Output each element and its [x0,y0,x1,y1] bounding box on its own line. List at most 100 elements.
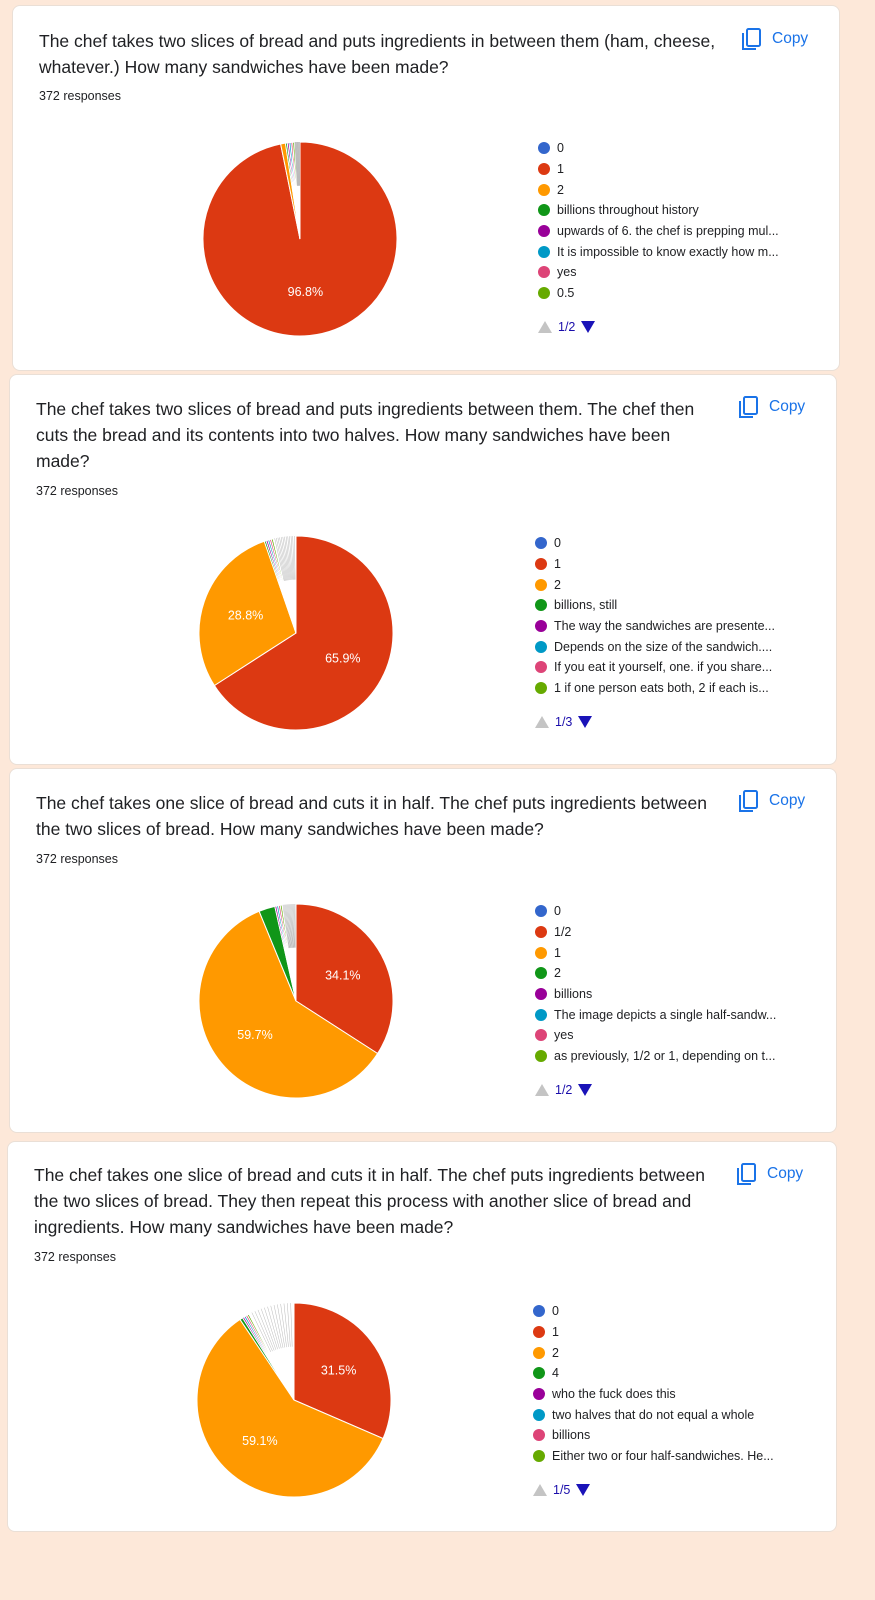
copy-button[interactable]: Copy [737,789,805,813]
legend-color-dot [535,537,547,550]
previous-page-icon [535,715,549,728]
pie-slice-hairline [270,1305,282,1349]
pie-value-label: 96.8% [288,285,323,299]
legend-label: 0 [554,536,561,551]
legend-color-dot [538,225,550,238]
pie-slice-hairline [282,904,290,949]
legend-label: 2 [554,966,561,981]
copy-icon [735,1162,757,1186]
legend-color-dot [533,1388,545,1401]
legend-label: who the fuck does this [552,1387,676,1402]
legend-pager: 1/2 [535,1083,776,1097]
legend-item: billions throughout history [538,200,779,221]
next-page-button[interactable] [576,1483,591,1496]
question-title: The chef takes two slices of bread and p… [36,399,695,471]
chart-legend: 0 1 2 billions throughout history upwards of… [538,138,779,334]
question-card-4: The chef takes one slice of bread and cu… [7,1141,837,1532]
pie-slice-hairline [292,536,295,580]
legend-item: 0 [538,138,779,159]
legend-color-dot [538,163,550,176]
legend-pager: 1/2 [538,320,779,334]
legend-item: billions, still [535,595,775,616]
legend-color-dot [535,682,547,695]
question-title: The chef takes one slice of bread and cu… [34,1165,705,1237]
pie-slice [293,1303,391,1440]
pie-slice-hairline [289,904,293,948]
previous-page-icon [535,1083,549,1096]
legend-item: 2 [533,1342,774,1363]
next-page-button[interactable] [581,320,596,333]
legend-label: yes [557,265,577,280]
pie-chart: 65.9% 28.8% [199,536,393,730]
chart-legend: 0 1 2 4 who the fuck does this two halves tha… [533,1301,774,1497]
legend-label: billions [554,987,593,1002]
pie-value-label: 34.1% [325,968,360,982]
pie-slice-other [272,536,297,634]
copy-icon [737,789,759,813]
legend-color-dot [535,926,547,939]
legend-color-dot [538,204,550,217]
pie-slice-hairline [251,1312,272,1353]
pie-slice-hairline [287,536,292,580]
pie-slice [213,536,393,730]
pie-slice-hairline [287,1303,291,1347]
question-card-3: The chef takes one slice of bread and cu… [9,768,837,1133]
pie-slice-hairline [254,1311,273,1352]
legend-color-dot [535,558,547,571]
question-title: The chef takes two slices of bread and p… [39,31,716,77]
legend-color-dot [538,183,550,196]
pie-slice-hairline [264,1307,278,1350]
legend-label: billions, still [554,598,618,613]
legend-item: 2 [535,574,775,595]
copy-label: Copy [767,1165,804,1182]
copy-button[interactable]: Copy [735,1162,803,1186]
legend-label: yes [554,1028,574,1043]
pie-slice-hairline [279,537,288,581]
legend-item: yes [538,262,779,283]
pie-slice-hairline [284,536,290,581]
legend-label: upwards of 6. the chef is prepping mul..… [557,224,779,239]
pie-slice-hairline [257,1309,275,1351]
pie-slice-hairline [285,904,291,948]
copy-button[interactable]: Copy [740,27,808,51]
legend-color-dot [538,142,550,155]
previous-page-icon [538,320,552,333]
legend-label: billions [552,1428,591,1443]
legend-label: 1 [554,945,561,960]
legend-color-dot [535,578,547,591]
legend-color-dot [533,1367,545,1380]
pie-slice-hairline [289,536,293,580]
legend-color-dot [533,1408,545,1421]
copy-label: Copy [772,30,809,47]
chart-legend: 0 1/2 1 2 billions The image depicts a single… [535,901,776,1097]
next-page-button[interactable] [578,715,593,728]
legend-item: 2 [538,179,779,200]
pie-slice-hairline [290,536,294,580]
legend-item: 1 [535,554,775,575]
copy-icon [737,395,759,419]
legend-item: billions [533,1425,774,1446]
legend-item: billions [535,984,776,1005]
pie-chart: 96.8% [203,142,397,336]
response-count: 372 responses [36,852,119,866]
legend-item: 4 [533,1363,774,1384]
pie-slice-hairline [287,904,292,948]
legend-item: yes [535,1025,776,1046]
pie-slice-hairline [283,1303,289,1347]
pie-slice-hairline [284,904,291,949]
legend-page-indicator: 1/3 [555,714,573,729]
legend-item: Either two or four half-sandwiches. He..… [533,1446,774,1467]
pie-value-label: 31.5% [321,1364,356,1378]
previous-page-icon [533,1483,547,1496]
legend-label: 1 [557,162,564,177]
legend-label: 1/2 [554,925,572,940]
next-page-button[interactable] [578,1083,593,1096]
legend-item: 1 [533,1322,774,1343]
pie-slice-hairline [277,537,287,581]
legend-label: 0 [554,904,561,919]
copy-button[interactable]: Copy [737,395,805,419]
legend-item: who the fuck does this [533,1384,774,1405]
legend-color-dot [535,1008,547,1021]
legend-color-dot [535,967,547,980]
pie-slice-hairline [274,538,285,582]
